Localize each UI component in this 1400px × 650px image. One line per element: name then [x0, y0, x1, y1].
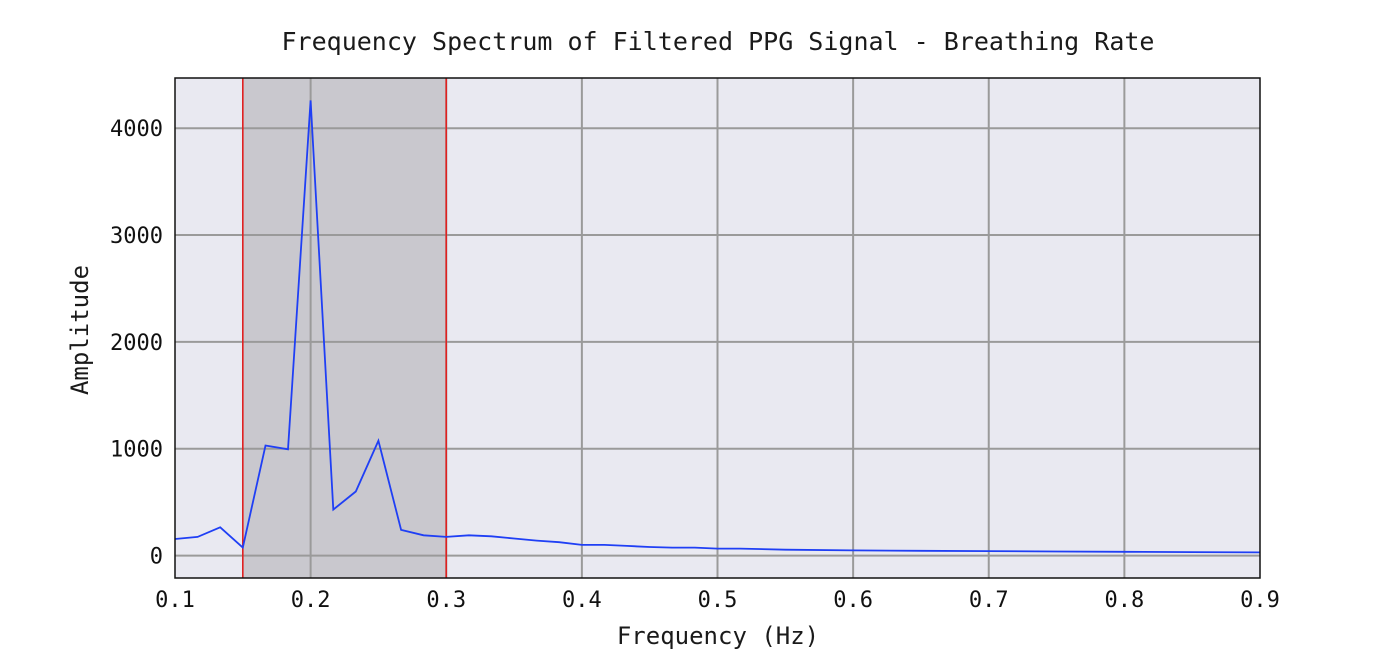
- y-tick-label: 0: [150, 545, 163, 570]
- spectrum-line: [175, 100, 1260, 554]
- y-tick-labels: 0 1000 2000 3000 4000: [110, 117, 163, 569]
- x-axis-label: Frequency (Hz): [617, 622, 819, 650]
- vertical-line-layer: [242, 78, 448, 578]
- series-layer: [175, 100, 1260, 554]
- shaded-band: [242, 78, 447, 578]
- x-tick-labels: 0.1 0.2 0.3 0.4 0.5 0.6 0.7 0.8 0.9: [155, 588, 1280, 613]
- y-tick-label: 2000: [110, 331, 163, 356]
- x-tick-label: 0.7: [969, 588, 1009, 613]
- x-tick-label: 0.6: [833, 588, 873, 613]
- shaded-band-layer: [242, 78, 447, 578]
- x-tick-label: 0.3: [426, 588, 466, 613]
- x-tick-label: 0.8: [1105, 588, 1145, 613]
- y-tick-label: 3000: [110, 224, 163, 249]
- x-tick-label: 0.9: [1240, 588, 1280, 613]
- y-axis-label: Amplitude: [66, 265, 94, 395]
- y-tick-label: 4000: [110, 117, 163, 142]
- grid-layer: [175, 78, 1260, 578]
- y-tick-label: 1000: [110, 438, 163, 463]
- x-tick-label: 0.5: [698, 588, 738, 613]
- x-tick-label: 0.1: [155, 588, 195, 613]
- x-tick-label: 0.2: [291, 588, 331, 613]
- plot-frame: [174, 77, 1261, 579]
- x-tick-label: 0.4: [562, 588, 602, 613]
- chart-title: Frequency Spectrum of Filtered PPG Signa…: [282, 27, 1155, 56]
